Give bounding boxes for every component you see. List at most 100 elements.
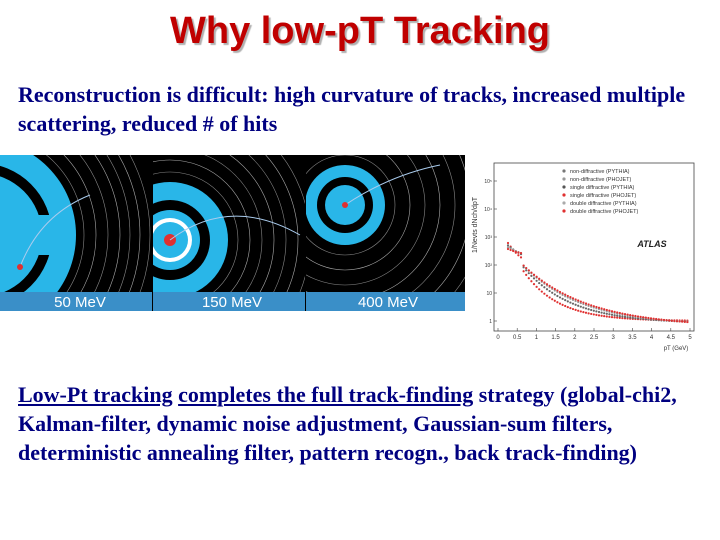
curve-marker (556, 294, 559, 298)
curve-marker (613, 316, 616, 319)
curve-marker (577, 309, 580, 312)
curve-marker (530, 274, 533, 277)
legend-entry: single diffractive (PYTHIA) (570, 185, 635, 191)
curve-marker (587, 303, 590, 306)
legend-marker (562, 177, 566, 181)
curve-marker (558, 292, 562, 295)
curve-marker (551, 298, 554, 301)
event-panel-50mev (0, 155, 151, 311)
curve-marker (665, 319, 668, 322)
curve-marker (608, 313, 611, 316)
curve-marker (618, 316, 621, 319)
energy-label-50mev: 50 MeV (54, 294, 106, 311)
curve-marker (525, 266, 528, 270)
curve-marker (519, 252, 523, 255)
curve-marker (584, 302, 588, 305)
legend-entry: non-diffractive (PHOJET) (570, 177, 632, 183)
curve-marker (569, 296, 572, 299)
curve-marker (566, 296, 569, 299)
curve-marker (600, 311, 603, 314)
curve-marker (532, 273, 536, 276)
curve-marker (577, 299, 580, 302)
curve-marker (655, 317, 658, 321)
curve-marker (597, 310, 601, 314)
curve-marker (600, 307, 603, 310)
curve-marker (553, 293, 556, 296)
curve-marker (649, 317, 653, 320)
curve-marker (530, 271, 533, 274)
curve-marker (579, 301, 582, 305)
curve-marker (556, 289, 559, 292)
curve-marker (623, 315, 627, 318)
curve-marker (506, 241, 510, 245)
curve-marker (582, 306, 585, 309)
curve-marker (517, 254, 520, 257)
curve-marker (584, 307, 588, 310)
curve-marker (621, 315, 624, 318)
curve-marker (587, 312, 590, 315)
curve-marker (592, 313, 595, 316)
curve-marker (681, 320, 684, 323)
curve-marker (564, 295, 567, 298)
x-tick-label: 2.5 (590, 335, 599, 341)
low-pt-tracking-link: Low-Pt tracking (18, 382, 173, 407)
curve-marker (613, 310, 616, 313)
curve-marker (517, 251, 520, 254)
legend-entry: non-diffractive (PYTHIA) (570, 169, 630, 175)
curve-marker (660, 318, 663, 321)
curve-marker (634, 314, 637, 318)
curve-marker (579, 305, 582, 308)
legend-marker (562, 209, 566, 213)
curve-marker (647, 316, 650, 320)
curve-marker (527, 272, 530, 275)
tracking-paragraph: Low-Pt tracking completes the full track… (18, 380, 708, 467)
curve-marker (512, 249, 515, 253)
curve-marker (558, 296, 562, 299)
curve-marker (577, 300, 580, 304)
curve-marker (629, 316, 632, 319)
curve-marker (509, 248, 512, 252)
curve-marker (543, 292, 546, 295)
curve-marker (548, 284, 551, 287)
curve-marker (621, 312, 624, 315)
curve-marker (548, 289, 551, 293)
curve-marker (564, 293, 567, 296)
curve-marker (595, 313, 598, 317)
curve-marker (626, 313, 629, 316)
curve-marker (595, 310, 598, 313)
curve-marker (610, 313, 614, 316)
curve-marker (605, 315, 608, 318)
curve-marker (535, 279, 538, 282)
x-tick-label: 1.5 (551, 335, 560, 341)
curve-marker (532, 277, 536, 280)
x-tick-label: 4 (650, 335, 654, 341)
curve-marker (522, 264, 525, 267)
curve-marker (540, 284, 543, 287)
curve-marker (553, 299, 556, 302)
curve-marker (616, 316, 619, 319)
curve-marker (525, 273, 528, 276)
curve-marker (569, 297, 572, 300)
curve-marker (582, 301, 585, 304)
curve-marker (603, 312, 606, 315)
curve-marker (561, 303, 564, 306)
curve-marker (522, 270, 525, 273)
curve-marker (626, 316, 629, 319)
curve-marker (592, 305, 595, 308)
curve-marker (610, 310, 614, 313)
intro-paragraph: Reconstruction is difficult: high curvat… (18, 82, 686, 136)
curve-marker (569, 307, 572, 310)
legend-marker (562, 201, 566, 205)
curve-marker (597, 314, 601, 317)
curve-marker (642, 316, 645, 319)
x-tick-label: 2 (573, 335, 577, 341)
curve-marker (571, 302, 575, 305)
curve-marker (561, 297, 564, 300)
pt-distribution-plot: 1/Nevts dNch/dpT pT (GeV) ATLAS 0 0.5 1 1.5… (468, 155, 714, 355)
curve-marker (621, 317, 624, 320)
curve-marker (506, 247, 510, 251)
curve-marker (587, 308, 590, 311)
curve-marker (616, 314, 619, 317)
curve-marker (639, 315, 642, 318)
curve-marker (673, 319, 676, 323)
